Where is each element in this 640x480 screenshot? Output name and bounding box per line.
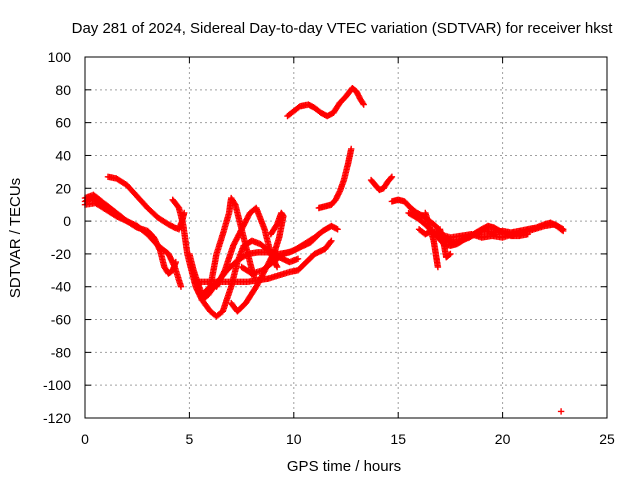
series-arc1 [81, 194, 179, 277]
data-point [557, 408, 565, 415]
y-tick-label: -80 [51, 344, 71, 360]
series-arc11 [238, 222, 341, 277]
data-point [388, 173, 396, 180]
data-point [115, 213, 122, 220]
series-arc13 [284, 85, 367, 120]
y-tick-label: -100 [43, 377, 71, 393]
series-arc3 [81, 191, 122, 220]
y-tick-label: -60 [51, 312, 71, 328]
y-tick-label: -120 [43, 410, 71, 426]
data-point [387, 174, 395, 181]
x-tick-label: 10 [286, 431, 302, 447]
y-tick-label: 20 [55, 180, 71, 196]
y-axis-title: SDTVAR / TECUs [7, 178, 24, 298]
x-tick-label: 0 [81, 431, 89, 447]
x-tick-label: 25 [599, 431, 615, 447]
series-outlier [557, 408, 565, 415]
y-tick-label: -20 [51, 246, 71, 262]
data-points [81, 85, 567, 415]
y-tick-label: -40 [51, 279, 71, 295]
data-point [434, 263, 442, 271]
data-point [446, 251, 453, 258]
axis-ticks: -120 -100 -80 -60 -40 -20 0 20 40 60 80 100 0 5 10 15 20… [43, 49, 615, 447]
grid-lines [85, 57, 607, 418]
y-tick-label: 40 [55, 147, 71, 163]
data-point [334, 226, 341, 233]
data-point [327, 238, 334, 246]
data-point [294, 255, 302, 262]
y-tick-label: 60 [55, 115, 71, 131]
x-axis-title: GPS time / hours [287, 458, 401, 475]
x-tick-label: 5 [186, 431, 194, 447]
data-point [447, 250, 454, 258]
data-point [560, 226, 567, 233]
y-tick-label: 100 [48, 49, 72, 65]
x-tick-label: 15 [390, 431, 406, 447]
y-tick-label: 0 [63, 213, 71, 229]
data-point [273, 263, 281, 271]
data-point [267, 231, 274, 238]
series-arc19 [415, 221, 567, 241]
plot-frame [84, 56, 608, 419]
series-arc14 [367, 173, 396, 194]
data-point [328, 237, 335, 244]
data-point [348, 145, 355, 153]
data-point [268, 229, 275, 237]
x-tick-label: 20 [495, 431, 511, 447]
series-arc10 [228, 209, 287, 315]
series-arc12 [315, 145, 355, 212]
chart-title: Day 281 of 2024, Sidereal Day-to-day VTE… [72, 20, 614, 37]
y-tick-label: 80 [55, 82, 71, 98]
data-point [177, 283, 185, 290]
data-point [360, 101, 367, 108]
